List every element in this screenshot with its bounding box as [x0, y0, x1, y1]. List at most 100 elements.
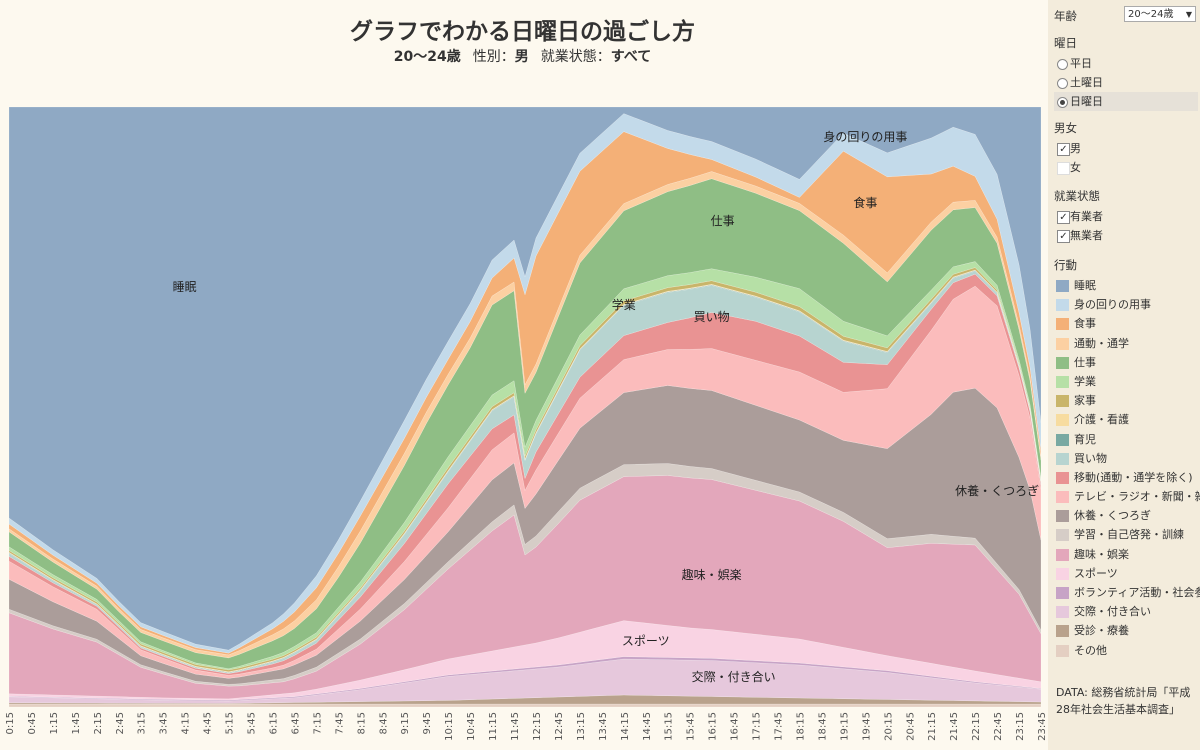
checkbox-icon[interactable]: ✓ — [1057, 211, 1070, 224]
day-filter-title: 曜日 — [1054, 36, 1077, 50]
sex-option-1[interactable]: 女 — [1054, 158, 1198, 177]
work-option-1[interactable]: ✓ 無業者 — [1054, 226, 1198, 245]
legend-label: テレビ・ラジオ・新聞・雑誌 — [1074, 490, 1200, 504]
subtitle-sex-label: 性別： — [472, 49, 515, 65]
radio-icon[interactable] — [1057, 59, 1068, 70]
age-select[interactable]: 20〜24歳 ▼ — [1124, 6, 1196, 22]
area-annotation: 学業 — [612, 297, 636, 312]
legend-item: 仕事 — [1054, 353, 1200, 372]
x-tick-label: 3:45 — [159, 712, 170, 734]
area-series — [8, 620, 1042, 701]
area-annotation: 睡眠 — [173, 280, 197, 294]
x-tick-label: 1:15 — [49, 712, 60, 734]
x-tick-label: 3:15 — [137, 712, 148, 734]
legend-item: ボランティア活動・社会参加活動 — [1054, 583, 1200, 602]
legend-swatch — [1056, 337, 1069, 350]
sex-option-label: 男 — [1070, 142, 1081, 155]
x-tick-label: 22:45 — [993, 712, 1004, 741]
x-tick-label: 19:45 — [861, 712, 872, 741]
legend-swatch — [1056, 299, 1069, 312]
legend-label: ボランティア活動・社会参加活動 — [1074, 586, 1200, 599]
legend-swatch — [1056, 414, 1069, 427]
legend-label: 買い物 — [1074, 451, 1107, 465]
x-tick-label: 0:15 — [5, 712, 16, 734]
legend-swatch — [1056, 567, 1069, 580]
x-tick-label: 5:45 — [247, 712, 258, 734]
x-tick-label: 13:15 — [576, 712, 587, 741]
legend-swatch — [1056, 471, 1069, 484]
x-tick-label: 23:45 — [1037, 712, 1045, 741]
legend-swatch — [1056, 280, 1069, 292]
legend-swatch — [1056, 395, 1069, 408]
legend-swatch — [1056, 510, 1069, 523]
legend-label: 睡眠 — [1074, 279, 1096, 292]
sex-filter: 男女 ✓ 男女 — [1054, 120, 1198, 177]
area-annotation: 交際・付き合い — [692, 669, 776, 684]
legend-swatch — [1056, 375, 1069, 388]
chart-area: グラフでわかる日曜日の過ごし方 20〜24歳 性別：男 就業状態：すべて 睡眠 身の回… — [5, 19, 1045, 741]
x-tick-label: 14:45 — [642, 712, 653, 741]
area-annotation: 仕事 — [711, 214, 735, 228]
work-option-label: 有業者 — [1070, 210, 1103, 223]
x-tick-label: 7:45 — [334, 712, 345, 734]
legend-item: 介護・看護 — [1054, 410, 1200, 429]
legend-swatch — [1056, 548, 1069, 561]
day-option-1[interactable]: 土曜日 — [1054, 73, 1198, 92]
legend: 行動 睡眠 身の回りの用事 食事 通動・通学 仕事 学業 家事 介護・看護 育児 買い物 移動(通動… — [1054, 257, 1200, 660]
legend-swatch — [1056, 491, 1069, 504]
legend-label: 仕事 — [1074, 355, 1096, 369]
legend-label: 学業 — [1074, 374, 1096, 388]
x-tick-label: 11:45 — [510, 712, 521, 741]
x-tick-label: 5:15 — [225, 712, 236, 734]
work-option-0[interactable]: ✓ 有業者 — [1054, 207, 1198, 226]
x-tick-label: 17:15 — [752, 712, 763, 741]
age-filter-label: 年齢 — [1054, 9, 1077, 23]
legend-item: 受診・療養 — [1054, 621, 1200, 640]
x-tick-label: 15:15 — [664, 712, 675, 741]
sex-option-0[interactable]: ✓ 男 — [1054, 139, 1198, 158]
age-select-value: 20〜24歳 — [1128, 9, 1174, 20]
legend-label: 学習・自己啓発・訓練 — [1074, 528, 1184, 542]
legend-item: スポーツ — [1054, 564, 1200, 583]
x-tick-label: 22:15 — [971, 712, 982, 741]
area-series — [8, 656, 1042, 702]
day-option-2[interactable]: 日曜日 — [1054, 92, 1198, 111]
day-option-label: 土曜日 — [1070, 76, 1103, 89]
legend-label: その他 — [1074, 643, 1107, 657]
x-tick-label: 13:45 — [598, 712, 609, 741]
legend-item: 学業 — [1054, 372, 1200, 391]
day-option-0[interactable]: 平日 — [1054, 54, 1198, 73]
legend-item: 買い物 — [1054, 449, 1200, 468]
subtitle-work: すべて — [610, 49, 652, 65]
x-tick-label: 10:45 — [466, 712, 477, 741]
x-tick-label: 16:15 — [708, 712, 719, 741]
legend-item: 休養・くつろぎ — [1054, 506, 1200, 525]
x-tick-label: 6:45 — [290, 712, 301, 734]
age-filter: 年齢 20〜24歳 ▼ — [1054, 6, 1196, 24]
x-tick-label: 17:45 — [774, 712, 785, 741]
x-tick-label: 2:15 — [93, 712, 104, 734]
x-tick-label: 8:15 — [356, 712, 367, 734]
stacked-area-chart: 睡眠 身の回りの用事食事仕事学業買い物休養・くつろぎ趣味・娯楽スポーツ交際・付き合… — [5, 106, 1045, 741]
area-series — [8, 106, 1042, 651]
checkbox-icon[interactable]: ✓ — [1057, 143, 1070, 156]
area-series — [8, 703, 1042, 708]
area-annotation: スポーツ — [622, 634, 670, 648]
radio-icon[interactable] — [1057, 97, 1068, 108]
x-tick-label: 21:15 — [927, 712, 938, 741]
x-tick-label: 7:15 — [312, 712, 323, 734]
legend-item: 睡眠 — [1054, 276, 1200, 295]
checkbox-icon[interactable]: ✓ — [1057, 230, 1070, 243]
work-filter: 就業状態 ✓ 有業者 ✓ 無業者 — [1054, 188, 1198, 245]
x-tick-label: 20:45 — [905, 712, 916, 741]
legend-item: 趣味・娯楽 — [1054, 545, 1200, 564]
legend-item: 家事 — [1054, 391, 1200, 410]
radio-icon[interactable] — [1057, 78, 1068, 89]
legend-label: 移動(通動・通学を除く) — [1074, 470, 1193, 484]
subtitle-work-label: 就業状態： — [540, 49, 611, 65]
legend-swatch — [1056, 606, 1069, 619]
checkbox-icon[interactable] — [1057, 162, 1070, 175]
legend-item: テレビ・ラジオ・新聞・雑誌 — [1054, 487, 1200, 506]
subtitle-sex: 男 — [514, 49, 529, 65]
legend-title: 行動 — [1054, 258, 1077, 272]
